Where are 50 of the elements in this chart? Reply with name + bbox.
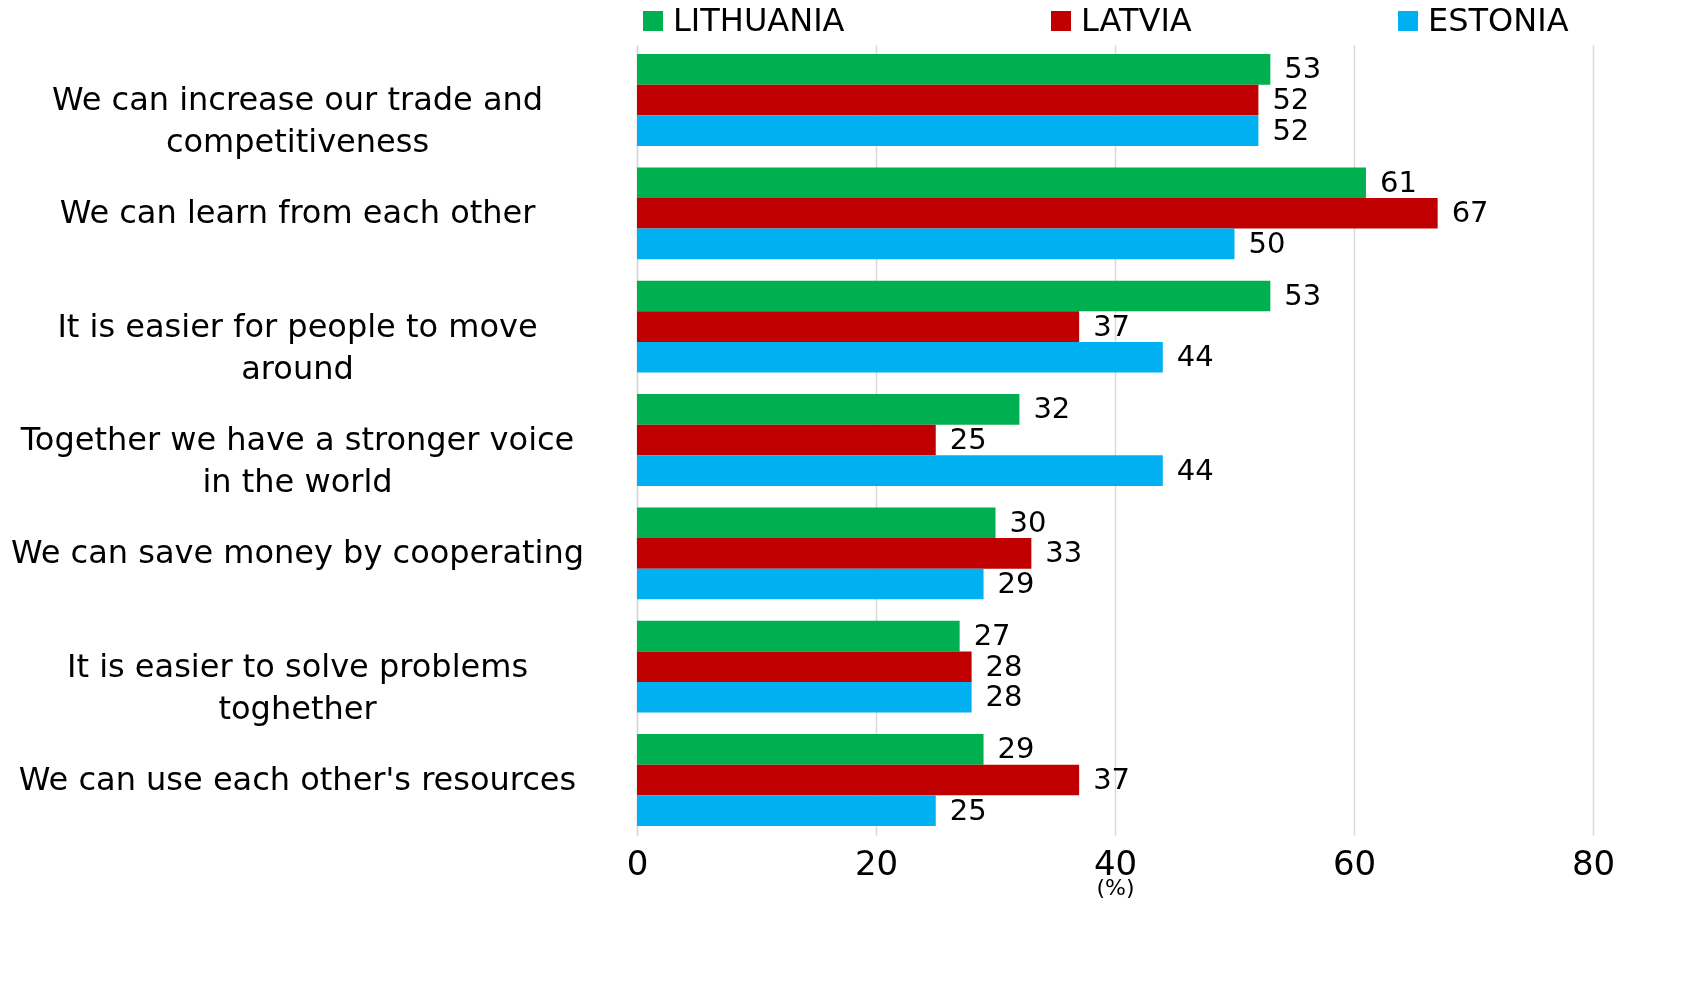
y-tick-label: Together we have a stronger voice in the world (19, 420, 575, 500)
y-tick-label: We can use each other's resources (18, 760, 577, 799)
x-tick-label: 0 (626, 842, 649, 883)
bar (637, 198, 1438, 229)
x-tick-label: 20 (854, 842, 899, 883)
bar (637, 84, 1259, 116)
bar (637, 115, 1259, 146)
data-label: 30 (1009, 504, 1047, 539)
data-label: 33 (1045, 535, 1083, 570)
y-tick-label: It is easier to solve problems toghether (66, 646, 529, 727)
legend-label: LITHUANIA (673, 1, 845, 39)
data-label: 37 (1093, 762, 1131, 797)
bar (637, 311, 1080, 342)
y-tick-label: It is easier for people to move around (57, 306, 538, 387)
data-label: 50 (1248, 225, 1286, 260)
bar (637, 681, 972, 713)
bar (637, 507, 996, 539)
y-tick-label: We can learn from each other (59, 193, 537, 232)
bar (637, 734, 984, 765)
bar (637, 54, 1271, 85)
data-label: 29 (997, 565, 1035, 600)
legend-label: LATVIA (1081, 1, 1192, 39)
bar (637, 538, 1032, 569)
data-label: 32 (1033, 391, 1071, 426)
bar (637, 424, 936, 456)
bar (637, 394, 1020, 425)
data-label: 25 (949, 792, 987, 827)
bar (637, 568, 984, 600)
legend-label: ESTONIA (1428, 1, 1569, 39)
bar (637, 341, 1163, 373)
x-tick-label: 60 (1332, 842, 1377, 883)
data-label: 44 (1176, 339, 1214, 374)
y-tick-label: We can increase our trade and competitiveness (51, 79, 544, 160)
bar (637, 455, 1163, 486)
data-label: 37 (1093, 308, 1131, 343)
data-label: 25 (949, 422, 987, 456)
data-label: 53 (1284, 278, 1322, 313)
bar (637, 167, 1366, 199)
data-label: 67 (1451, 195, 1489, 230)
bar (637, 651, 972, 682)
data-label: 61 (1379, 164, 1417, 199)
data-label: 29 (997, 731, 1035, 766)
data-label: 44 (1176, 452, 1214, 487)
bar (637, 280, 1271, 312)
y-tick-label: We can save money by cooperating (10, 533, 585, 572)
bar (637, 228, 1235, 260)
x-tick-label: 80 (1571, 842, 1616, 883)
bar (637, 795, 936, 826)
bar (637, 620, 960, 652)
bar (637, 764, 1080, 796)
